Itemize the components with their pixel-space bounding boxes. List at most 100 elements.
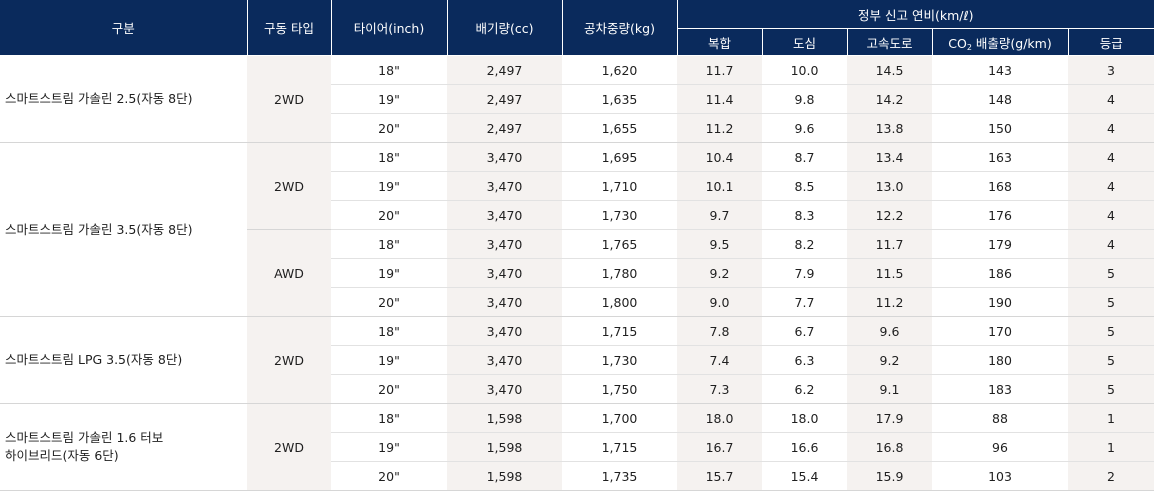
co2-cell: 190 xyxy=(932,287,1068,317)
table-row: 19" 3,470 1,730 7.4 6.3 9.2 180 5 xyxy=(0,345,1154,375)
grade-cell: 5 xyxy=(1068,316,1154,346)
displacement-cell: 3,470 xyxy=(447,171,562,201)
co2-subscript: 2 xyxy=(966,42,972,52)
grade-cell: 4 xyxy=(1068,142,1154,172)
combined-cell: 9.5 xyxy=(677,229,762,259)
curb-weight-cell: 1,750 xyxy=(562,374,677,404)
drive-type-header: 구동 타입 xyxy=(247,0,332,56)
grade-cell: 4 xyxy=(1068,113,1154,143)
co2-cell: 148 xyxy=(932,84,1068,114)
tire-cell: 19" xyxy=(331,345,447,375)
tire-cell: 18" xyxy=(331,142,447,172)
combined-cell: 11.7 xyxy=(677,55,762,85)
tire-cell: 18" xyxy=(331,55,447,85)
curb-weight-cell: 1,730 xyxy=(562,345,677,375)
drive-type-cell: 2WD xyxy=(247,55,331,143)
co2-cell: 88 xyxy=(932,403,1068,433)
displacement-cell: 3,470 xyxy=(447,200,562,230)
curb-weight-cell: 1,620 xyxy=(562,55,677,85)
tire-header: 타이어(inch) xyxy=(331,0,448,56)
highway-cell: 9.1 xyxy=(847,374,932,404)
category-header: 구분 xyxy=(0,0,248,56)
city-cell: 8.3 xyxy=(762,200,847,230)
curb-weight-header: 공차중량(kg) xyxy=(562,0,678,56)
city-cell: 9.8 xyxy=(762,84,847,114)
combined-cell: 7.3 xyxy=(677,374,762,404)
highway-cell: 12.2 xyxy=(847,200,932,230)
drive-type-cell: AWD xyxy=(247,229,331,317)
grade-cell: 5 xyxy=(1068,345,1154,375)
city-cell: 7.9 xyxy=(762,258,847,288)
displacement-cell: 2,497 xyxy=(447,55,562,85)
grade-cell: 2 xyxy=(1068,461,1154,491)
city-cell: 6.2 xyxy=(762,374,847,404)
co2-cell: 150 xyxy=(932,113,1068,143)
highway-cell: 13.4 xyxy=(847,142,932,172)
city-cell: 8.5 xyxy=(762,171,847,201)
city-cell: 10.0 xyxy=(762,55,847,85)
co2-header: CO2 배출량(g/km) xyxy=(932,28,1069,56)
model-name-cell: 스마트스트림 가솔린 1.6 터보 하이브리드(자동 6단) xyxy=(0,403,247,491)
displacement-cell: 3,470 xyxy=(447,374,562,404)
curb-weight-cell: 1,800 xyxy=(562,287,677,317)
grade-cell: 1 xyxy=(1068,403,1154,433)
table-row: AWD 18" 3,470 1,765 9.5 8.2 11.7 179 4 xyxy=(0,229,1154,317)
combined-cell: 16.7 xyxy=(677,432,762,462)
displacement-cell: 3,470 xyxy=(447,229,562,259)
table-row: 20" 2,497 1,655 11.2 9.6 13.8 150 4 xyxy=(0,113,1154,143)
grade-cell: 4 xyxy=(1068,84,1154,114)
highway-cell: 9.2 xyxy=(847,345,932,375)
tire-cell: 19" xyxy=(331,84,447,114)
city-cell: 6.7 xyxy=(762,316,847,346)
highway-cell: 11.5 xyxy=(847,258,932,288)
displacement-header: 배기량(cc) xyxy=(447,0,563,56)
highway-cell: 11.7 xyxy=(847,229,932,259)
displacement-cell: 3,470 xyxy=(447,142,562,172)
highway-cell: 13.8 xyxy=(847,113,932,143)
tire-cell: 20" xyxy=(331,461,447,491)
highway-cell: 14.5 xyxy=(847,55,932,85)
curb-weight-cell: 1,635 xyxy=(562,84,677,114)
table-row: 스마트스트림 가솔린 2.5(자동 8단) 2WD 18" 2,497 1,620 11.… xyxy=(0,55,1154,143)
displacement-cell: 3,470 xyxy=(447,258,562,288)
city-cell: 18.0 xyxy=(762,403,847,433)
grade-cell: 4 xyxy=(1068,200,1154,230)
combined-cell: 7.8 xyxy=(677,316,762,346)
city-header: 도심 xyxy=(762,28,848,56)
curb-weight-cell: 1,700 xyxy=(562,403,677,433)
tire-cell: 19" xyxy=(331,171,447,201)
grade-cell: 5 xyxy=(1068,258,1154,288)
displacement-cell: 3,470 xyxy=(447,287,562,317)
combined-cell: 9.2 xyxy=(677,258,762,288)
table-row: 스마트스트림 LPG 3.5(자동 8단) 2WD 18" 3,470 1,715 7.8… xyxy=(0,316,1154,404)
city-cell: 6.3 xyxy=(762,345,847,375)
combined-cell: 15.7 xyxy=(677,461,762,491)
table-row: 20" 3,470 1,730 9.7 8.3 12.2 176 4 xyxy=(0,200,1154,230)
grade-cell: 5 xyxy=(1068,287,1154,317)
tire-cell: 19" xyxy=(331,258,447,288)
highway-cell: 11.2 xyxy=(847,287,932,317)
curb-weight-cell: 1,715 xyxy=(562,432,677,462)
tire-cell: 18" xyxy=(331,316,447,346)
curb-weight-cell: 1,730 xyxy=(562,200,677,230)
curb-weight-cell: 1,735 xyxy=(562,461,677,491)
city-cell: 7.7 xyxy=(762,287,847,317)
co2-cell: 103 xyxy=(932,461,1068,491)
displacement-cell: 1,598 xyxy=(447,403,562,433)
displacement-cell: 1,598 xyxy=(447,461,562,491)
co2-cell: 168 xyxy=(932,171,1068,201)
co2-cell: 183 xyxy=(932,374,1068,404)
table-row: 19" 3,470 1,780 9.2 7.9 11.5 186 5 xyxy=(0,258,1154,288)
co2-cell: 170 xyxy=(932,316,1068,346)
combined-cell: 9.0 xyxy=(677,287,762,317)
co2-cell: 96 xyxy=(932,432,1068,462)
grade-cell: 4 xyxy=(1068,229,1154,259)
tire-cell: 20" xyxy=(331,200,447,230)
curb-weight-cell: 1,695 xyxy=(562,142,677,172)
tire-cell: 20" xyxy=(331,374,447,404)
model-name-cell: 스마트스트림 가솔린 3.5(자동 8단) xyxy=(0,142,247,317)
co2-cell: 176 xyxy=(932,200,1068,230)
displacement-cell: 2,497 xyxy=(447,84,562,114)
table-row: 19" 2,497 1,635 11.4 9.8 14.2 148 4 xyxy=(0,84,1154,114)
highway-cell: 13.0 xyxy=(847,171,932,201)
